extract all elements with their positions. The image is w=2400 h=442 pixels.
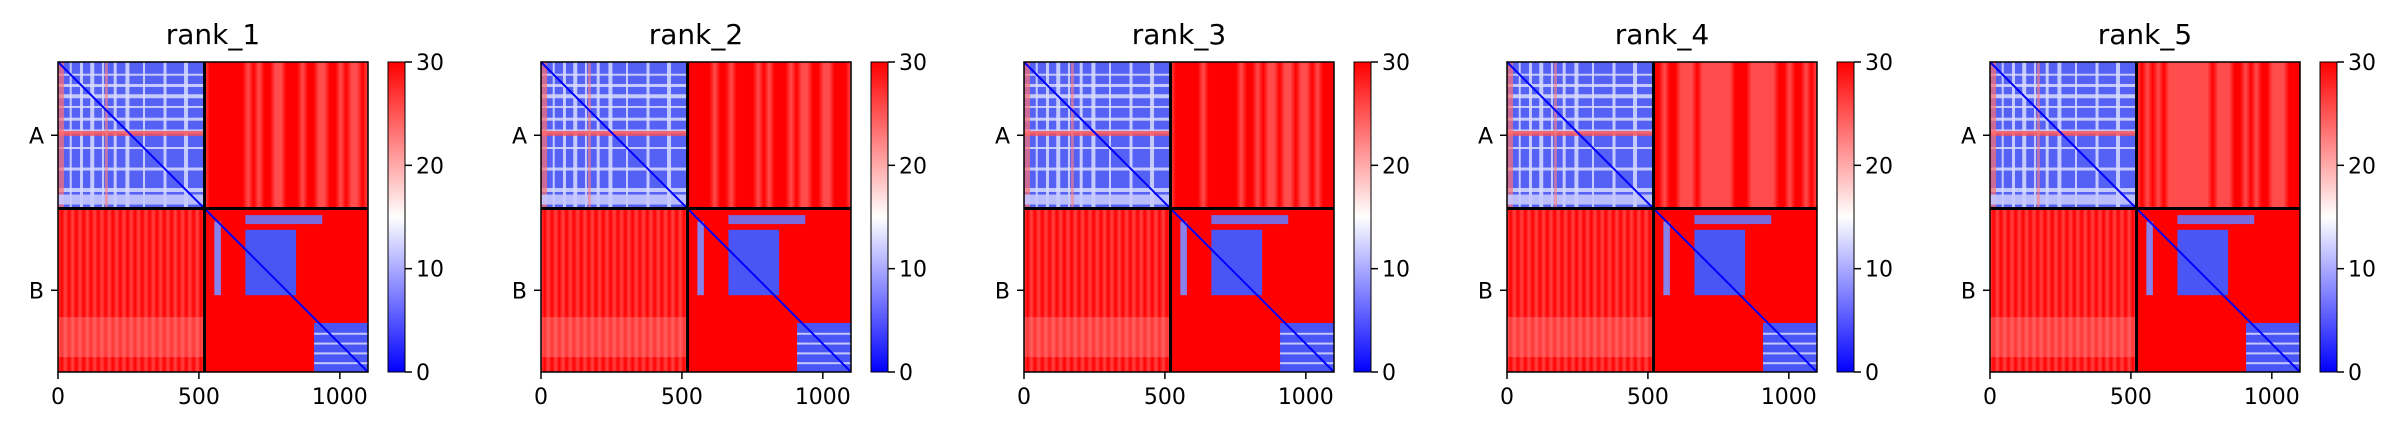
heatmap-block-ba (541, 208, 688, 372)
y-tick-label-B: B (995, 279, 1010, 304)
heatmap-block-ba (1024, 208, 1171, 372)
colorbar-tick-label: 10 (416, 258, 444, 283)
heatmap-block-ab (1653, 62, 1817, 209)
x-tick-label: 1000 (795, 385, 851, 410)
heatmap-band (1507, 317, 1654, 357)
x-tick-label: 500 (1627, 385, 1669, 410)
colorbar-gradient (870, 61, 889, 373)
colorbar-tick-label: 20 (899, 154, 927, 179)
colorbar-tick-label: 30 (1865, 51, 1893, 76)
heatmap-block-ab (687, 62, 851, 209)
colorbar-tick-label: 30 (1382, 51, 1410, 76)
colorbar-tick-label: 30 (2348, 51, 2376, 76)
colorbar-tick-label: 10 (2348, 258, 2376, 283)
colorbar-tick-label: 0 (416, 361, 430, 386)
colorbar: 0 10 20 30 (2319, 51, 2376, 386)
pae-panel-4: rank_4 0 500 1000 A B 0 10 20 30 (1478, 18, 1893, 410)
colorbar-tick-label: 10 (1865, 258, 1893, 283)
heatmap-diagonal (1023, 61, 1335, 373)
heatmap-band (1024, 317, 1171, 357)
colorbar-tick-label: 0 (1382, 361, 1396, 386)
y-tick-label-B: B (29, 279, 44, 304)
colorbar-gradient (387, 61, 406, 373)
chart-title: rank_5 (2098, 18, 2192, 51)
heatmap-diagonal (57, 61, 369, 373)
heatmap-diagonal (540, 61, 852, 373)
plot-frame (1506, 61, 1818, 373)
plot-frame (1023, 61, 1335, 373)
x-tick-label: 500 (2110, 385, 2152, 410)
colorbar: 0 10 20 30 (1353, 51, 1410, 386)
y-tick-label-A: A (512, 124, 527, 149)
plot-frame (1989, 61, 2301, 373)
colorbar-gradient (2319, 61, 2338, 373)
colorbar: 0 10 20 30 (387, 51, 444, 386)
chart-title: rank_1 (166, 18, 260, 51)
colorbar: 0 10 20 30 (1836, 51, 1893, 386)
heatmap-band (58, 317, 205, 357)
y-tick-label-B: B (512, 279, 527, 304)
heatmap-diagonal (1506, 61, 1818, 373)
colorbar-gradient (1353, 61, 1372, 373)
colorbar-tick-label: 20 (2348, 154, 2376, 179)
heatmap-band (541, 317, 688, 357)
colorbar-tick-label: 10 (899, 258, 927, 283)
heatmap-band (1990, 317, 2137, 357)
x-tick-label: 0 (1017, 385, 1031, 410)
x-tick-label: 500 (178, 385, 220, 410)
y-tick-label-A: A (995, 124, 1010, 149)
colorbar-tick-label: 30 (416, 51, 444, 76)
colorbar-tick-label: 0 (899, 361, 913, 386)
y-tick-label-B: B (1961, 279, 1976, 304)
y-tick-label-B: B (1478, 279, 1493, 304)
colorbar-tick-label: 20 (1865, 154, 1893, 179)
colorbar: 0 10 20 30 (870, 51, 927, 386)
x-tick-label: 0 (1983, 385, 1997, 410)
x-tick-label: 0 (51, 385, 65, 410)
colorbar-tick-label: 0 (2348, 361, 2362, 386)
x-tick-label: 1000 (312, 385, 368, 410)
y-tick-label-A: A (1478, 124, 1493, 149)
heatmap-block-ba (1990, 208, 2137, 372)
x-tick-label: 500 (1144, 385, 1186, 410)
y-tick-label-A: A (1961, 124, 1976, 149)
colorbar-gradient (1836, 61, 1855, 373)
heatmap-block-ab (204, 62, 368, 209)
colorbar-tick-label: 20 (416, 154, 444, 179)
x-tick-label: 0 (534, 385, 548, 410)
colorbar-tick-label: 0 (1865, 361, 1879, 386)
heatmap-diagonal (1989, 61, 2301, 373)
x-tick-label: 1000 (2244, 385, 2300, 410)
colorbar-tick-label: 30 (899, 51, 927, 76)
pae-panel-2: rank_2 0 500 1000 A B 0 10 20 30 (512, 18, 927, 410)
plot-frame (57, 61, 369, 373)
chart-title: rank_3 (1132, 18, 1226, 51)
heatmap-block-ab (2136, 62, 2300, 209)
pae-panel-3: rank_3 0 500 1000 A B 0 10 20 30 (995, 18, 1410, 410)
heatmap-block-ba (58, 208, 205, 372)
x-tick-label: 500 (661, 385, 703, 410)
pae-panel-1: rank_1 0 500 1000 A B 0 10 20 30 (29, 18, 444, 410)
heatmap-block-ba (1507, 208, 1654, 372)
pae-panel-5: rank_5 0 500 1000 A B 0 10 20 30 (1961, 18, 2376, 410)
x-tick-label: 1000 (1278, 385, 1334, 410)
x-tick-label: 0 (1500, 385, 1514, 410)
heatmap-block-ab (1170, 62, 1334, 209)
chart-title: rank_4 (1615, 18, 1709, 51)
y-tick-label-A: A (29, 124, 44, 149)
colorbar-tick-label: 20 (1382, 154, 1410, 179)
x-tick-label: 1000 (1761, 385, 1817, 410)
plot-frame (540, 61, 852, 373)
colorbar-tick-label: 10 (1382, 258, 1410, 283)
chart-title: rank_2 (649, 18, 743, 51)
